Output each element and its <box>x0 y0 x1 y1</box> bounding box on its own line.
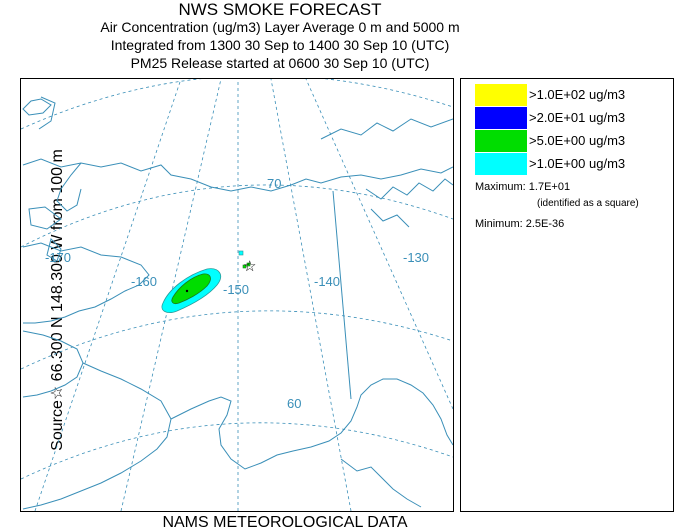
lat-label-60: 60 <box>287 396 301 411</box>
legend-item: >1.0E+00 ug/m3 <box>475 153 673 175</box>
legend-item: >2.0E+01 ug/m3 <box>475 107 673 129</box>
forecast-title: NWS SMOKE FORECAST <box>178 0 382 19</box>
lon-label-140: -140 <box>314 274 340 289</box>
longitude-line-170 <box>34 79 182 511</box>
lon-label-130: -130 <box>403 250 429 265</box>
legend-item: >5.0E+00 ug/m3 <box>475 130 673 152</box>
legend-swatch <box>475 130 527 152</box>
legend-label: >5.0E+00 ug/m3 <box>529 133 626 148</box>
coastline <box>22 96 453 510</box>
longitude-line-140 <box>270 79 352 511</box>
plume-fragment <box>238 250 244 256</box>
plume-fragment <box>246 262 251 267</box>
concentration-subtitle: Air Concentration (ug/m3) Layer Average … <box>100 19 460 35</box>
longitude-line-160 <box>120 79 222 511</box>
maximum-note: (identified as a square) <box>537 198 639 209</box>
lon-label-150: -150 <box>223 282 249 297</box>
legend-label: >2.0E+01 ug/m3 <box>529 110 626 125</box>
concentration-legend: >1.0E+02 ug/m3 >2.0E+01 ug/m3 >5.0E+00 u… <box>460 78 674 512</box>
plume-contour-5 <box>171 273 211 305</box>
lat-label-70: 70 <box>267 176 281 191</box>
plume-maximum-marker <box>185 289 189 293</box>
plume-fragment <box>242 264 247 269</box>
latitude-line-60-north <box>21 310 453 370</box>
latitude-line-60 <box>21 422 453 480</box>
minimum-value: Minimum: 2.5E-36 <box>475 218 565 230</box>
release-info: PM25 Release started at 0600 30 Sep 10 (… <box>130 55 430 71</box>
source-star-icon: ☆ <box>243 257 256 275</box>
legend-label: >1.0E+00 ug/m3 <box>529 156 626 171</box>
map-canvas: -170 -160 -150 -140 -130 70 60 ☆ <box>21 79 453 511</box>
legend-label: >1.0E+02 ug/m3 <box>529 87 626 102</box>
lon-label-160: -160 <box>131 274 157 289</box>
legend-swatch <box>475 107 527 129</box>
integration-period: Integrated from 1300 30 Sep to 1400 30 S… <box>110 37 450 53</box>
latitude-line-80 <box>21 79 453 130</box>
smoke-map[interactable]: -170 -160 -150 -140 -130 70 60 ☆ <box>20 78 454 512</box>
data-source-footer: NAMS METEOROLOGICAL DATA <box>162 514 408 531</box>
maximum-value: Maximum: 1.7E+01 <box>475 181 571 193</box>
legend-swatch <box>475 153 527 175</box>
legend-swatch <box>475 84 527 106</box>
lon-label-170: -170 <box>45 250 71 265</box>
smoke-plume <box>161 250 251 313</box>
longitude-line-130 <box>305 79 453 410</box>
legend-item: >1.0E+02 ug/m3 <box>475 84 673 106</box>
latitude-line-70 <box>21 184 453 248</box>
